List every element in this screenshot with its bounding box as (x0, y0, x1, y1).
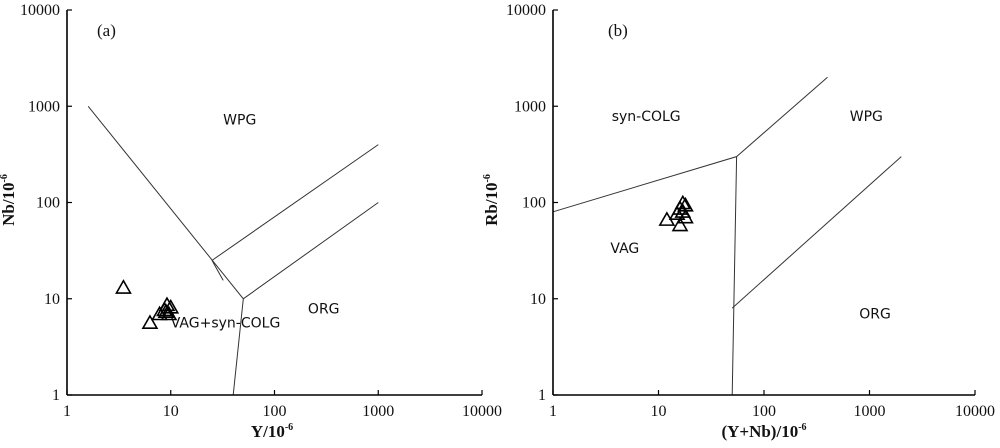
panel-b-x-tick-label: 1 (549, 403, 557, 420)
panel-a-axes: 1 10 100 1000 10000 1 10 100 1000 10000 (20, 2, 502, 420)
panel-a-sample-point (141, 314, 159, 330)
panel-a-regions: WPG VAG+syn-COLG ORG (171, 112, 340, 331)
panel-a-x-tick-label: 1000 (362, 403, 394, 420)
panel-b-x-tick-label: 10 (651, 403, 667, 420)
panel-b-sample-point (674, 194, 692, 210)
panel-a-field-boundary (211, 260, 224, 281)
panel-a-boundaries (87, 105, 379, 396)
panel-b-points (658, 194, 694, 232)
panel-b-x-axis-title: (Y+Nb)/10-6 (721, 422, 806, 441)
panel-a-region-label: ORG (308, 302, 340, 318)
panel-b-label: (b) (608, 21, 628, 40)
panel-a-x-tick-label: 10 (163, 403, 179, 420)
panel-a-y-axis-title: Nb/10-6 (0, 174, 18, 226)
panel-b-region-label: ORG (859, 307, 891, 323)
panel-a-field-boundary (243, 202, 379, 300)
panel-b-field-boundary (731, 156, 902, 309)
panel-a-x-axis-title: Y/10-6 (251, 422, 293, 441)
panel-b-x-tick-label: 1000 (854, 403, 886, 420)
panel-a-y-tick-label: 1 (52, 387, 60, 404)
panel-b-region-label: WPG (850, 109, 883, 125)
panel-b-region-label: VAG (610, 241, 639, 257)
panel-b-regions: syn-COLG WPG VAG ORG (610, 109, 890, 323)
panel-b-y-tick-label: 1000 (514, 98, 546, 115)
panel-b-y-tick-label: 10000 (506, 2, 546, 19)
panel-b-axes: 1 10 100 1000 10000 1 10 100 1000 10000 (506, 2, 995, 420)
panel-a-y-tick-label: 10 (44, 291, 60, 308)
panel-a-y-tick-label: 10000 (20, 2, 60, 19)
panel-a-points (115, 279, 180, 330)
panel-b-sample-point (671, 216, 689, 232)
panel-a-field-boundary (211, 144, 379, 261)
panel-b-region-label: syn-COLG (612, 109, 681, 125)
panel-a-y-tick-label: 100 (36, 195, 60, 212)
panel-b-x-tick-label: 10000 (955, 403, 995, 420)
panel-a-x-tick-label: 1 (63, 403, 71, 420)
panel-b-boundaries (552, 76, 902, 396)
panel-a-x-tick-label: 10000 (462, 403, 502, 420)
panel-b-y-tick-label: 10 (530, 291, 546, 308)
panel-a-region-label: VAG+syn-COLG (171, 316, 281, 332)
panel-b: (b) syn-COLG WPG VAG ORG 1 10 100 1000 10000 1 10… (482, 2, 995, 441)
panel-b-x-tick-label: 100 (752, 403, 776, 420)
panel-b-sample-point (674, 203, 692, 218)
panel-a-x-tick-label: 100 (263, 403, 287, 420)
panel-a-label: (a) (97, 21, 116, 40)
panel-a-region-label: WPG (223, 112, 256, 128)
panel-a-sample-point (157, 303, 175, 318)
panel-a-sample-point (115, 279, 132, 294)
panel-b-field-boundary (552, 155, 738, 396)
panel-b-field-boundary (736, 76, 828, 157)
panel-a-y-tick-label: 1000 (28, 98, 60, 115)
panel-a-field-boundary (87, 105, 244, 396)
panel-b-y-axis-title: Rb/10-6 (482, 174, 501, 226)
panel-b-y-tick-label: 1 (538, 387, 546, 404)
panel-b-y-tick-label: 100 (522, 195, 546, 212)
